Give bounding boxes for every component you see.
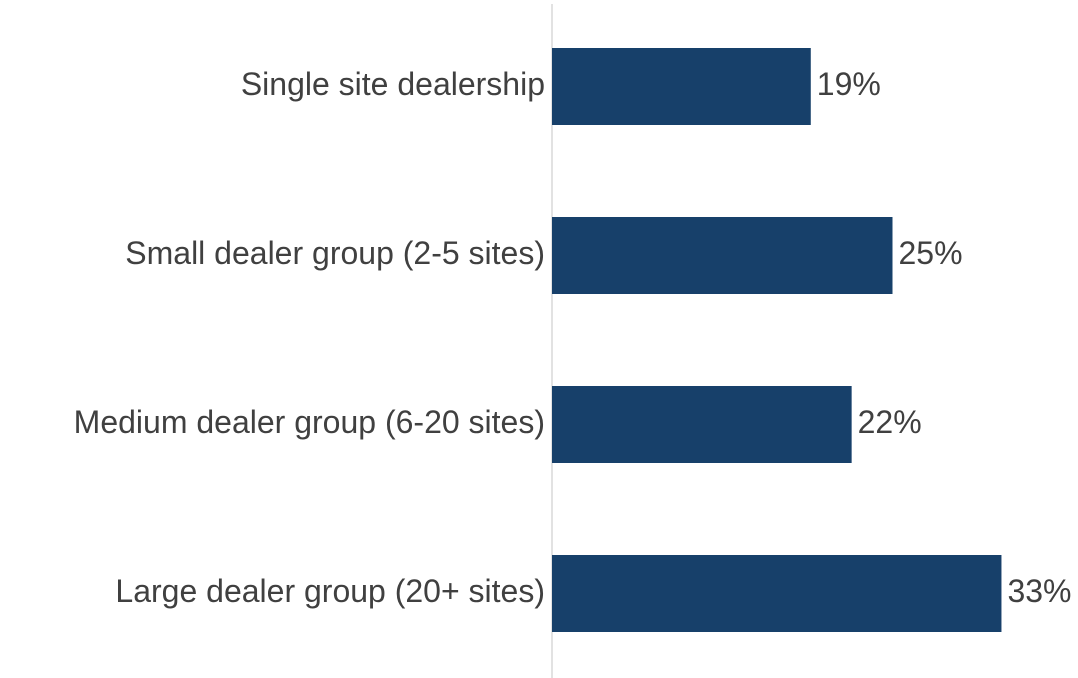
bar bbox=[552, 48, 811, 125]
data-label: 25% bbox=[899, 235, 963, 271]
category-label: Medium dealer group (6-20 sites) bbox=[74, 404, 545, 440]
category-label: Small dealer group (2-5 sites) bbox=[125, 235, 545, 271]
data-label: 19% bbox=[817, 66, 881, 102]
category-label: Single site dealership bbox=[241, 66, 545, 102]
bar bbox=[552, 555, 1002, 632]
data-label: 22% bbox=[858, 404, 922, 440]
bar bbox=[552, 217, 893, 294]
category-label: Large dealer group (20+ sites) bbox=[115, 573, 545, 609]
data-label: 33% bbox=[1007, 573, 1071, 609]
bar bbox=[552, 386, 852, 463]
